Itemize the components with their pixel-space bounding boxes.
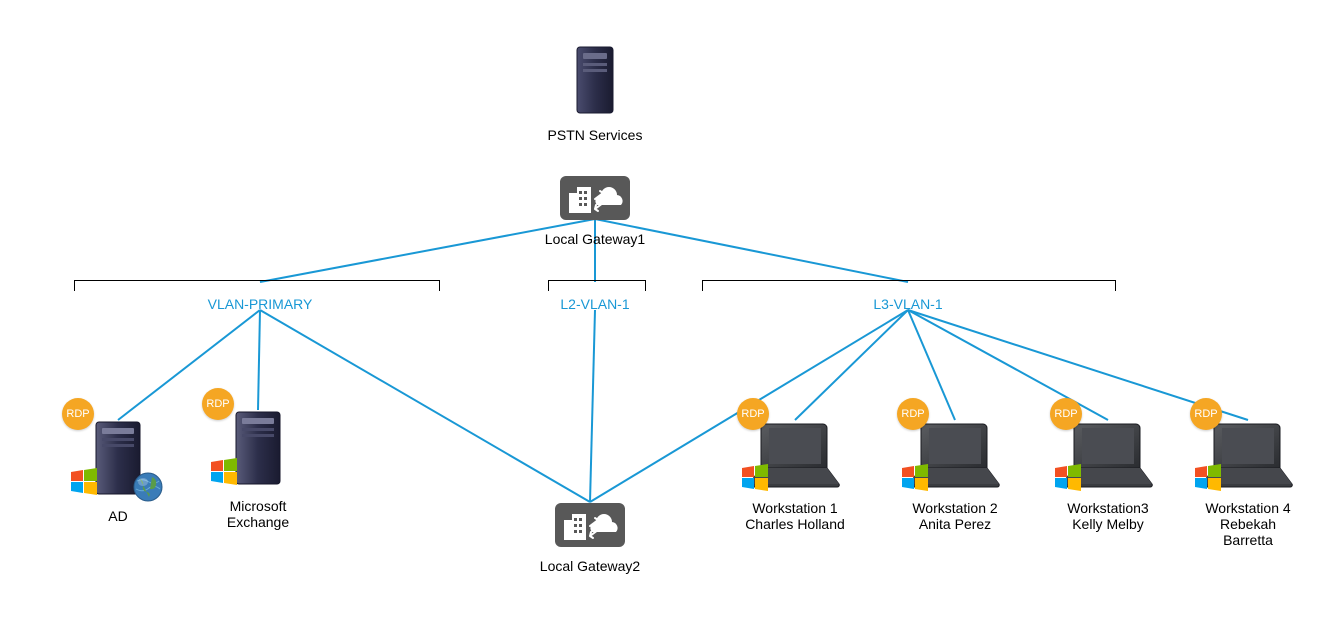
node-label-3: Barretta bbox=[1178, 531, 1318, 549]
windows-icon bbox=[1194, 463, 1222, 491]
laptop-icon: RDP bbox=[747, 420, 843, 493]
vlan-label-l2: L2-VLAN-1 bbox=[560, 296, 629, 312]
globe-icon bbox=[132, 471, 162, 501]
gateway-icon bbox=[554, 502, 626, 551]
windows-icon bbox=[70, 467, 98, 495]
node-gw1: Local Gateway1 bbox=[525, 175, 665, 248]
node-label: Local Gateway1 bbox=[525, 230, 665, 248]
gateway-icon bbox=[559, 175, 631, 224]
edge-layer bbox=[0, 0, 1341, 634]
windows-icon bbox=[1054, 463, 1082, 491]
node-ws1: RDPWorkstation 1Charles Holland bbox=[725, 420, 865, 533]
bracket-l3 bbox=[702, 280, 1116, 291]
rdp-badge: RDP bbox=[897, 398, 929, 430]
vlan-label-l3: L3-VLAN-1 bbox=[873, 296, 942, 312]
node-label: PSTN Services bbox=[525, 126, 665, 144]
windows-icon bbox=[901, 463, 929, 491]
node-exchange: RDPMicrosoftExchange bbox=[188, 410, 328, 531]
node-gw2: Local Gateway2 bbox=[520, 502, 660, 575]
node-ad: RDP AD bbox=[48, 420, 188, 525]
laptop-icon: RDP bbox=[907, 420, 1003, 493]
server-icon: RDP bbox=[228, 410, 288, 491]
rdp-badge: RDP bbox=[202, 388, 234, 420]
node-label-2: Exchange bbox=[188, 513, 328, 531]
bracket-l2 bbox=[548, 280, 646, 291]
laptop-icon: RDP bbox=[1200, 420, 1296, 493]
rdp-badge: RDP bbox=[737, 398, 769, 430]
windows-icon bbox=[741, 463, 769, 491]
node-pstn: PSTN Services bbox=[525, 45, 665, 144]
server-tower-icon bbox=[571, 45, 619, 120]
vlan-label-primary: VLAN-PRIMARY bbox=[208, 296, 313, 312]
rdp-badge: RDP bbox=[1050, 398, 1082, 430]
node-ws4: RDPWorkstation 4RebekahBarretta bbox=[1178, 420, 1318, 550]
node-label: Local Gateway2 bbox=[520, 557, 660, 575]
laptop-icon: RDP bbox=[1060, 420, 1156, 493]
node-label-2: Kelly Melby bbox=[1038, 515, 1178, 533]
bracket-primary bbox=[74, 280, 440, 291]
node-label-2: Anita Perez bbox=[885, 515, 1025, 533]
node-label: AD bbox=[48, 507, 188, 525]
server-icon: RDP bbox=[88, 420, 148, 501]
network-diagram: VLAN-PRIMARY L2-VLAN-1 L3-VLAN-1 PSTN Serv… bbox=[0, 0, 1341, 634]
node-ws2: RDPWorkstation 2Anita Perez bbox=[885, 420, 1025, 533]
node-label-2: Charles Holland bbox=[725, 515, 865, 533]
windows-icon bbox=[210, 457, 238, 485]
rdp-badge: RDP bbox=[1190, 398, 1222, 430]
node-ws3: RDPWorkstation3Kelly Melby bbox=[1038, 420, 1178, 533]
rdp-badge: RDP bbox=[62, 398, 94, 430]
